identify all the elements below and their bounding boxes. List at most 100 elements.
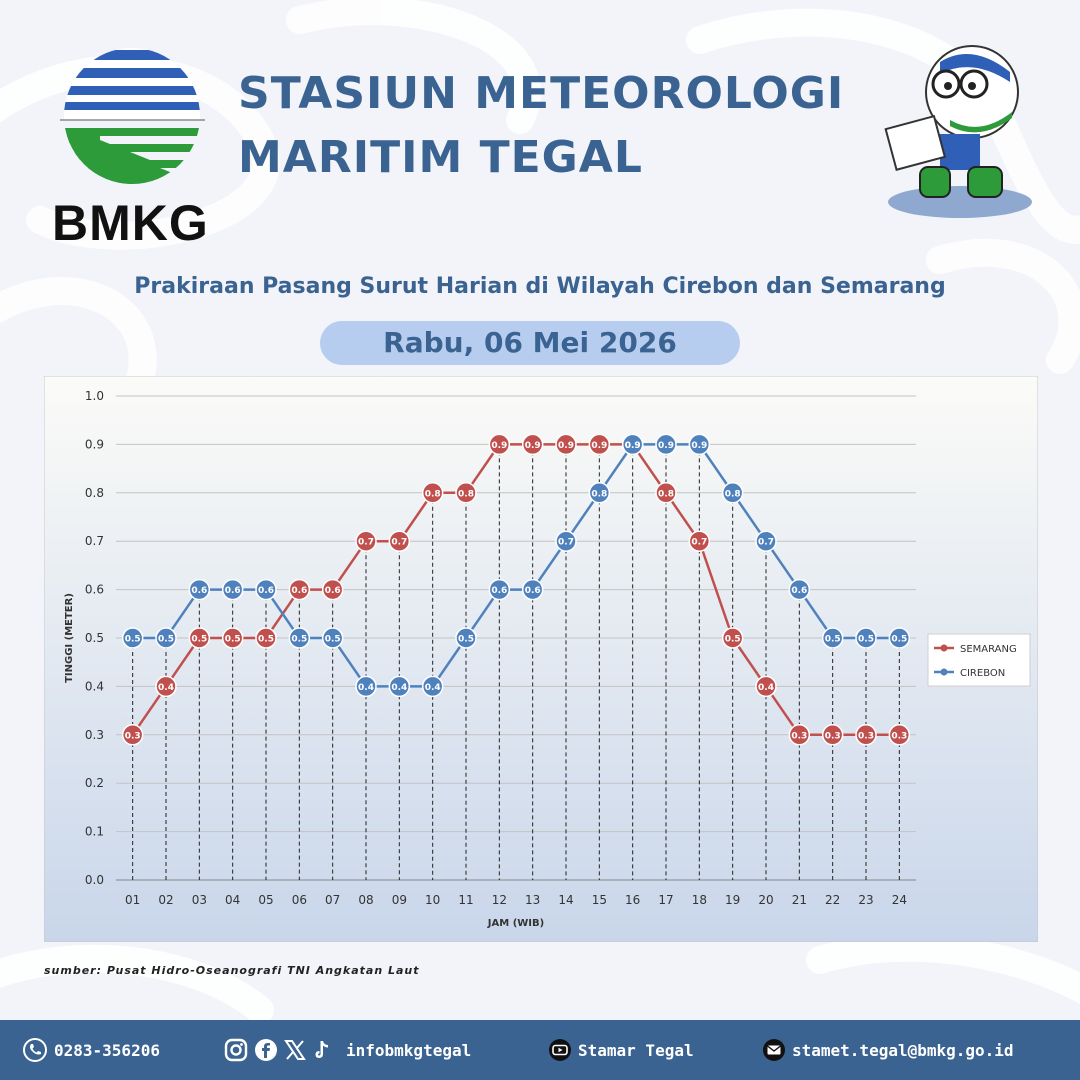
data-label-cirebon: 0.9 (691, 441, 707, 451)
phone-icon (23, 1038, 47, 1062)
data-label-semarang: 0.4 (158, 683, 174, 693)
data-point-cirebon (888, 627, 911, 649)
x-tick-label: 19 (725, 893, 740, 907)
data-point-semarang (421, 482, 444, 504)
date-badge: Rabu, 06 Mei 2026 (320, 321, 740, 365)
x-tick-label: 07 (325, 893, 340, 907)
data-point-cirebon (755, 530, 777, 552)
data-point-cirebon (621, 433, 644, 456)
legend-label: SEMARANG (960, 644, 1017, 655)
data-label-cirebon: 0.6 (191, 586, 207, 596)
data-source: sumber: Pusat Hidro-Oseanografi TNI Angk… (44, 964, 420, 977)
data-point-cirebon (321, 627, 344, 649)
data-label-semarang: 0.3 (891, 731, 907, 741)
x-tick-label: 01 (125, 893, 140, 907)
data-point-cirebon (255, 578, 277, 601)
data-point-cirebon (555, 530, 577, 552)
x-tick-label: 10 (425, 893, 440, 907)
x-tick-label: 08 (358, 893, 373, 907)
x-tick-label: 15 (592, 893, 607, 907)
data-point-semarang (788, 724, 811, 746)
data-point-semarang (188, 627, 211, 649)
data-point-cirebon (355, 675, 377, 698)
data-point-semarang (355, 530, 377, 552)
data-label-semarang: 0.8 (658, 489, 674, 499)
chart-subtitle: Prakiraan Pasang Surut Harian di Wilayah… (134, 274, 946, 299)
data-label-semarang: 0.9 (591, 441, 607, 451)
data-label-cirebon: 0.8 (591, 489, 607, 499)
data-point-semarang (821, 724, 844, 746)
data-label-semarang: 0.7 (391, 538, 407, 548)
y-tick-label: 0.6 (85, 583, 104, 597)
data-point-semarang (755, 675, 777, 698)
data-label-semarang: 0.5 (225, 635, 241, 645)
data-label-cirebon: 0.5 (325, 635, 341, 645)
data-point-cirebon (821, 627, 844, 649)
footer-phone[interactable]: 0283-356206 (22, 1020, 160, 1080)
data-label-cirebon: 0.5 (125, 635, 141, 645)
data-label-semarang: 0.6 (325, 586, 341, 596)
data-point-cirebon (855, 627, 877, 649)
data-label-cirebon: 0.5 (858, 635, 874, 645)
x-tick-label: 17 (658, 893, 673, 907)
data-point-cirebon (388, 675, 411, 698)
data-label-semarang: 0.9 (625, 441, 641, 451)
data-point-cirebon (455, 627, 477, 649)
y-tick-label: 0.3 (85, 728, 104, 742)
data-label-cirebon: 0.8 (725, 489, 741, 499)
title-line-2: MARITIM TEGAL (238, 132, 643, 183)
data-label-semarang: 0.9 (525, 441, 541, 451)
data-label-semarang: 0.5 (191, 635, 207, 645)
data-point-semarang (121, 724, 144, 746)
email-icon (763, 1039, 785, 1061)
x-tick-label: 12 (492, 893, 507, 907)
footer-social[interactable]: infobmkgtegal (224, 1020, 471, 1080)
data-label-cirebon: 0.9 (625, 441, 641, 451)
data-label-cirebon: 0.4 (391, 683, 407, 693)
data-label-cirebon: 0.7 (758, 538, 774, 548)
bmkg-logo-text: BMKG (52, 195, 209, 251)
data-point-cirebon (221, 578, 244, 601)
data-point-cirebon (188, 578, 211, 601)
x-tick-label: 14 (558, 893, 573, 907)
y-tick-label: 1.0 (85, 389, 104, 403)
tide-chart: 0.0 0.1 0.2 0.3 0.4 0.5 0.6 0.7 0.8 0.9 1.0 01 02 03 0… (44, 376, 1038, 942)
data-point-cirebon (655, 433, 677, 456)
data-point-cirebon (121, 627, 144, 649)
footer-phone-text: 0283-356206 (54, 1040, 160, 1060)
data-label-semarang: 0.7 (691, 538, 707, 548)
data-point-semarang (588, 433, 611, 456)
data-label-cirebon: 0.6 (791, 586, 807, 596)
data-point-semarang (155, 675, 177, 698)
data-label-cirebon: 0.6 (258, 586, 274, 596)
data-label-cirebon: 0.4 (425, 683, 441, 693)
data-label-semarang: 0.8 (425, 489, 441, 499)
data-point-cirebon (721, 482, 744, 504)
data-point-cirebon (788, 578, 811, 601)
x-axis-title: JAM (WIB) (487, 918, 544, 929)
x-tick-label: 24 (892, 893, 907, 907)
data-label-cirebon: 0.4 (358, 683, 374, 693)
data-point-semarang (888, 724, 911, 746)
data-label-semarang: 0.6 (291, 586, 307, 596)
x-tick-label: 02 (158, 893, 173, 907)
data-point-cirebon (488, 578, 511, 601)
data-point-semarang (321, 578, 344, 601)
data-point-cirebon (288, 627, 311, 649)
footer-youtube[interactable]: Stamar Tegal (548, 1020, 694, 1080)
x-tick-label: 11 (458, 893, 473, 907)
facebook-icon (255, 1039, 277, 1061)
data-point-cirebon (588, 482, 611, 504)
data-label-semarang: 0.3 (125, 731, 141, 741)
x-tick-label: 16 (625, 893, 640, 907)
data-label-cirebon: 0.6 (525, 586, 541, 596)
data-label-cirebon: 0.5 (458, 635, 474, 645)
data-point-semarang (388, 530, 411, 552)
footer-email[interactable]: stamet.tegal@bmkg.go.id (762, 1020, 1014, 1080)
data-label-semarang: 0.9 (491, 441, 507, 451)
x-tick-label: 18 (692, 893, 707, 907)
data-label-semarang: 0.5 (725, 635, 741, 645)
y-tick-label: 0.7 (85, 534, 104, 548)
x-tick-label: 21 (792, 893, 807, 907)
x-tick-label: 13 (525, 893, 540, 907)
